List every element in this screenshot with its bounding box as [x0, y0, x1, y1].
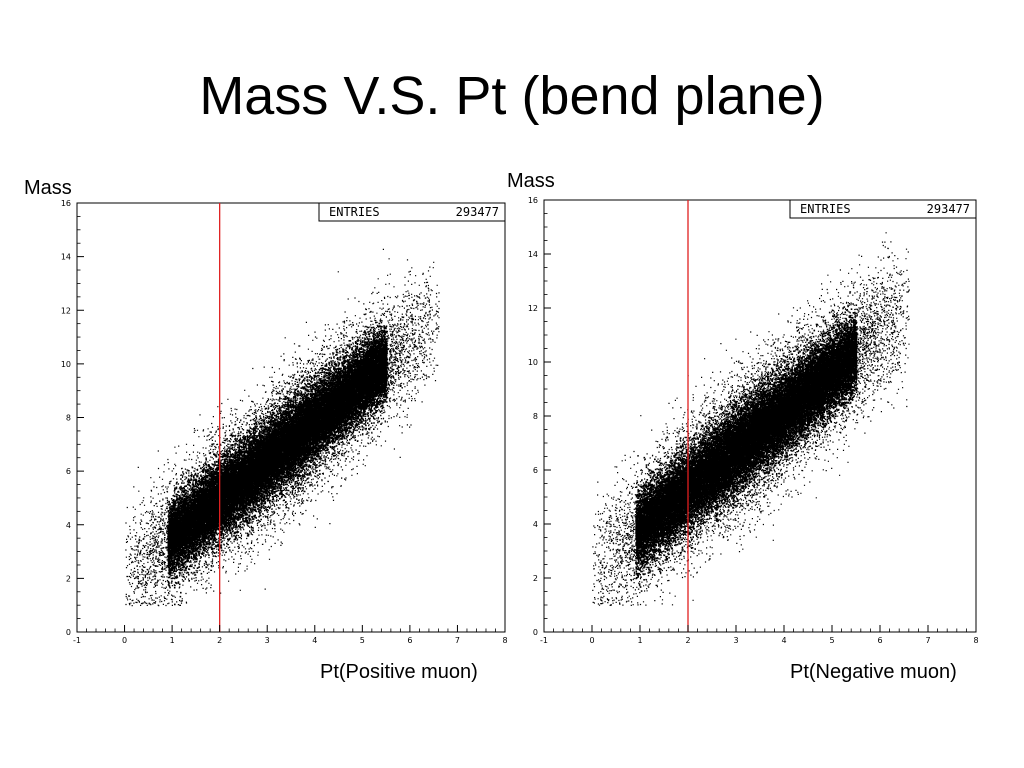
right-stats-value: 293477 — [927, 202, 970, 216]
right-chart-ylabel: Mass — [507, 170, 555, 192]
slide-title: Mass V.S. Pt (bend plane) — [199, 66, 825, 126]
right-xtick-label-2: 1 — [637, 636, 642, 645]
left-xtick-label-8: 7 — [455, 636, 460, 645]
right-ytick-label-5: 10 — [528, 358, 538, 367]
left-ytick-label-0: 0 — [66, 628, 71, 637]
right-point-cloud — [592, 232, 910, 606]
right-xtick-label-5: 4 — [781, 636, 786, 645]
left-point-cloud — [125, 248, 440, 607]
left-ytick-label-8: 16 — [61, 199, 71, 208]
left-xtick-label-0: -1 — [73, 636, 81, 645]
left-stats-label: ENTRIES — [329, 205, 380, 219]
right-xtick-label-4: 3 — [733, 636, 738, 645]
left-chart-xlabel: Pt(Positive muon) — [320, 661, 478, 683]
left-ytick-label-6: 12 — [61, 306, 71, 315]
left-ytick-label-1: 2 — [66, 574, 71, 583]
right-ytick-label-1: 2 — [533, 574, 538, 583]
left-xtick-label-9: 8 — [502, 636, 507, 645]
left-points — [125, 248, 440, 607]
left-xtick-label-5: 4 — [312, 636, 317, 645]
left-xtick-label-2: 1 — [170, 636, 175, 645]
right-xtick-label-0: -1 — [540, 636, 548, 645]
right-ytick-label-8: 16 — [528, 196, 538, 205]
left-chart-ylabel: Mass — [24, 177, 72, 199]
left-stats-value: 293477 — [456, 205, 499, 219]
left-ytick-label-3: 6 — [66, 467, 71, 476]
right-stats-box — [789, 199, 977, 219]
right-ytick-label-4: 8 — [533, 412, 538, 421]
right-chart-xlabel: Pt(Negative muon) — [790, 661, 957, 683]
right-ytick-label-3: 6 — [533, 466, 538, 475]
right-ytick-label-6: 12 — [528, 304, 538, 313]
right-ytick-label-7: 14 — [528, 250, 538, 259]
left-xtick-label-3: 2 — [217, 636, 222, 645]
right-ytick-label-0: 0 — [533, 628, 538, 637]
left-xtick-label-7: 6 — [407, 636, 412, 645]
left-ytick-label-7: 14 — [61, 253, 71, 262]
left-xtick-label-4: 3 — [265, 636, 270, 645]
left-ytick-label-4: 8 — [66, 414, 71, 423]
left-stats-box — [318, 202, 506, 222]
right-xtick-label-9: 8 — [973, 636, 978, 645]
right-xtick-label-6: 5 — [829, 636, 834, 645]
left-xtick-label-6: 5 — [360, 636, 365, 645]
right-xtick-label-7: 6 — [877, 636, 882, 645]
right-stats-label: ENTRIES — [800, 202, 851, 216]
left-xtick-label-1: 0 — [122, 636, 127, 645]
right-xtick-label-3: 2 — [685, 636, 690, 645]
right-points — [592, 232, 910, 606]
right-ytick-label-2: 4 — [533, 520, 538, 529]
right-xtick-label-8: 7 — [925, 636, 930, 645]
left-ytick-label-5: 10 — [61, 360, 71, 369]
left-ytick-label-2: 4 — [66, 521, 71, 530]
right-xtick-label-1: 0 — [589, 636, 594, 645]
